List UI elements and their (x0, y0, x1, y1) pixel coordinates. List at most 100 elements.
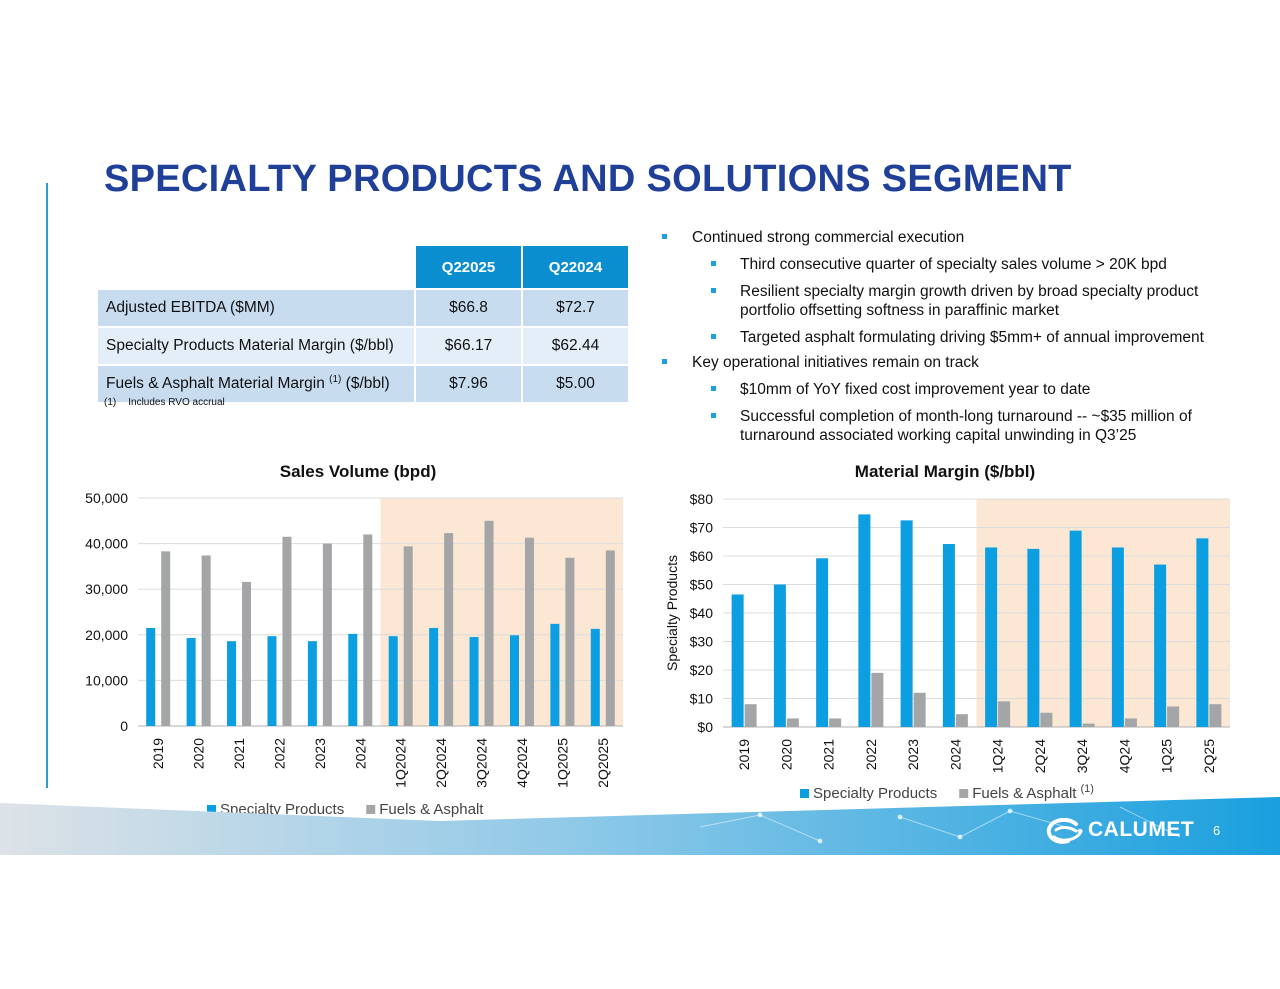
cell-q22025: $66.8 (414, 288, 523, 328)
x-tick-label: 2Q2025 (595, 738, 611, 788)
x-tick-label: 2022 (271, 738, 287, 769)
y-tick-label: 20,000 (85, 627, 128, 643)
bar-specialty (469, 637, 479, 726)
page-number: 6 (1213, 823, 1221, 838)
legend-label: Specialty Products (813, 785, 937, 802)
table-row: Fuels & Asphalt Material Margin (1) ($/b… (96, 364, 630, 404)
bar-specialty (429, 627, 439, 726)
cell-q22024: $62.44 (521, 326, 630, 366)
y-tick-label: 50,000 (85, 490, 128, 506)
row-label-adjusted-ebitda: Adjusted EBITDA ($MM) (96, 288, 416, 328)
bar-specialty (1027, 548, 1040, 727)
footnote-marker: (1) (329, 374, 342, 386)
bullet-item: Key operational initiatives remain on tr… (660, 353, 1240, 372)
footnote-text: Includes RVO accrual (128, 397, 225, 408)
bar-fuels (282, 536, 292, 726)
table-header-blank (97, 245, 415, 289)
bar-fuels (1209, 704, 1222, 727)
y-tick-label: $0 (697, 719, 713, 735)
table-row: Specialty Products Material Margin ($/bb… (96, 326, 630, 366)
footnote-marker: (1) (104, 397, 117, 408)
x-tick-label: 2019 (150, 738, 166, 769)
bar-specialty (227, 641, 237, 726)
highlight-region (380, 498, 623, 726)
y-axis-label: Specialty Products (664, 555, 680, 671)
x-tick-label: 2023 (905, 739, 921, 770)
x-tick-label: 2021 (231, 738, 247, 769)
bar-specialty (388, 636, 398, 726)
bar-fuels (786, 718, 799, 727)
table-row: Adjusted EBITDA ($MM) $66.8 $72.7 (96, 288, 630, 328)
bar-specialty (858, 514, 871, 727)
table-header-q22024: Q22024 (521, 244, 630, 290)
kpi-table: Q22025 Q22024 Adjusted EBITDA ($MM) $66.… (96, 244, 630, 404)
table-footnote: (1) Includes RVO accrual (104, 397, 225, 408)
bar-specialty (1069, 530, 1082, 727)
bullet-subitem: Third consecutive quarter of specialty s… (660, 255, 1240, 274)
legend-swatch (366, 805, 376, 814)
bar-fuels (444, 533, 454, 726)
page-title: SPECIALTY PRODUCTS AND SOLUTIONS SEGMENT (104, 158, 1072, 200)
legend-swatch (207, 805, 216, 814)
row-label-unit: ($/bbl) (341, 375, 390, 393)
row-label-specialty-margin: Specialty Products Material Margin ($/bb… (96, 326, 416, 366)
table-header-row: Q22025 Q22024 (97, 244, 630, 290)
bar-specialty (985, 547, 998, 727)
bar-specialty (550, 623, 560, 726)
bar-fuels (1124, 718, 1137, 727)
bar-fuels (484, 520, 494, 726)
cell-q22024: $72.7 (521, 288, 630, 328)
x-tick-label: 3Q24 (1074, 739, 1090, 773)
x-tick-label: 2020 (778, 739, 794, 770)
bar-specialty (1196, 538, 1209, 727)
y-tick-label: $70 (690, 520, 714, 536)
x-tick-label: 3Q2024 (474, 738, 490, 788)
bar-specialty (146, 627, 156, 726)
bar-fuels (322, 543, 332, 726)
bar-specialty (942, 544, 955, 727)
chart-title: Sales Volume (bpd) (280, 462, 437, 481)
y-tick-label: 40,000 (85, 536, 128, 552)
bar-fuels (744, 704, 757, 727)
accent-line (46, 183, 48, 788)
x-tick-label: 2023 (312, 738, 328, 769)
x-tick-label: 2Q25 (1201, 739, 1217, 773)
bar-fuels (161, 551, 171, 726)
legend-swatch (959, 789, 969, 798)
bar-specialty (307, 641, 317, 726)
bar-specialty (509, 635, 519, 726)
bar-specialty (731, 594, 744, 727)
legend-label: Fuels & Asphalt (972, 785, 1077, 802)
y-tick-label: $50 (690, 577, 714, 593)
bar-specialty (900, 520, 913, 727)
bar-fuels (1040, 712, 1053, 727)
bar-fuels (201, 555, 211, 726)
bar-specialty (267, 636, 277, 726)
legend-footnote-marker: (1) (1080, 783, 1093, 795)
bar-specialty (348, 633, 358, 726)
x-tick-label: 2Q24 (1032, 739, 1048, 773)
cell-q22025: $66.17 (414, 326, 523, 366)
row-label-fuels-margin: Fuels & Asphalt Material Margin (1) ($/b… (96, 364, 416, 404)
bar-fuels (363, 534, 373, 726)
legend-swatch (800, 789, 809, 798)
bullet-item: Continued strong commercial execution (660, 228, 1240, 247)
bullet-list: Continued strong commercial execution Th… (660, 222, 1240, 445)
bar-specialty (1154, 564, 1167, 727)
y-tick-label: $80 (690, 491, 714, 507)
bullet-subitem: Successful completion of month-long turn… (660, 407, 1240, 445)
y-tick-label: $10 (690, 691, 714, 707)
bar-fuels (871, 672, 884, 727)
sales-volume-chart: 0 10,000 20,000 30,000 40,000 50,000 2019 2020 2… (85, 462, 623, 818)
bar-specialty (816, 558, 829, 727)
x-tick-label: 1Q25 (1159, 739, 1175, 773)
y-tick-label: 10,000 (85, 672, 128, 688)
bar-fuels (829, 718, 842, 727)
x-tick-label: 4Q2024 (514, 738, 530, 788)
bar-specialty (1111, 547, 1124, 727)
bar-specialty (186, 637, 196, 726)
x-tick-label: 2019 (736, 739, 752, 770)
x-tick-label: 1Q24 (990, 739, 1006, 773)
y-tick-label: $20 (690, 662, 714, 678)
x-tick-label: 2024 (947, 739, 963, 770)
